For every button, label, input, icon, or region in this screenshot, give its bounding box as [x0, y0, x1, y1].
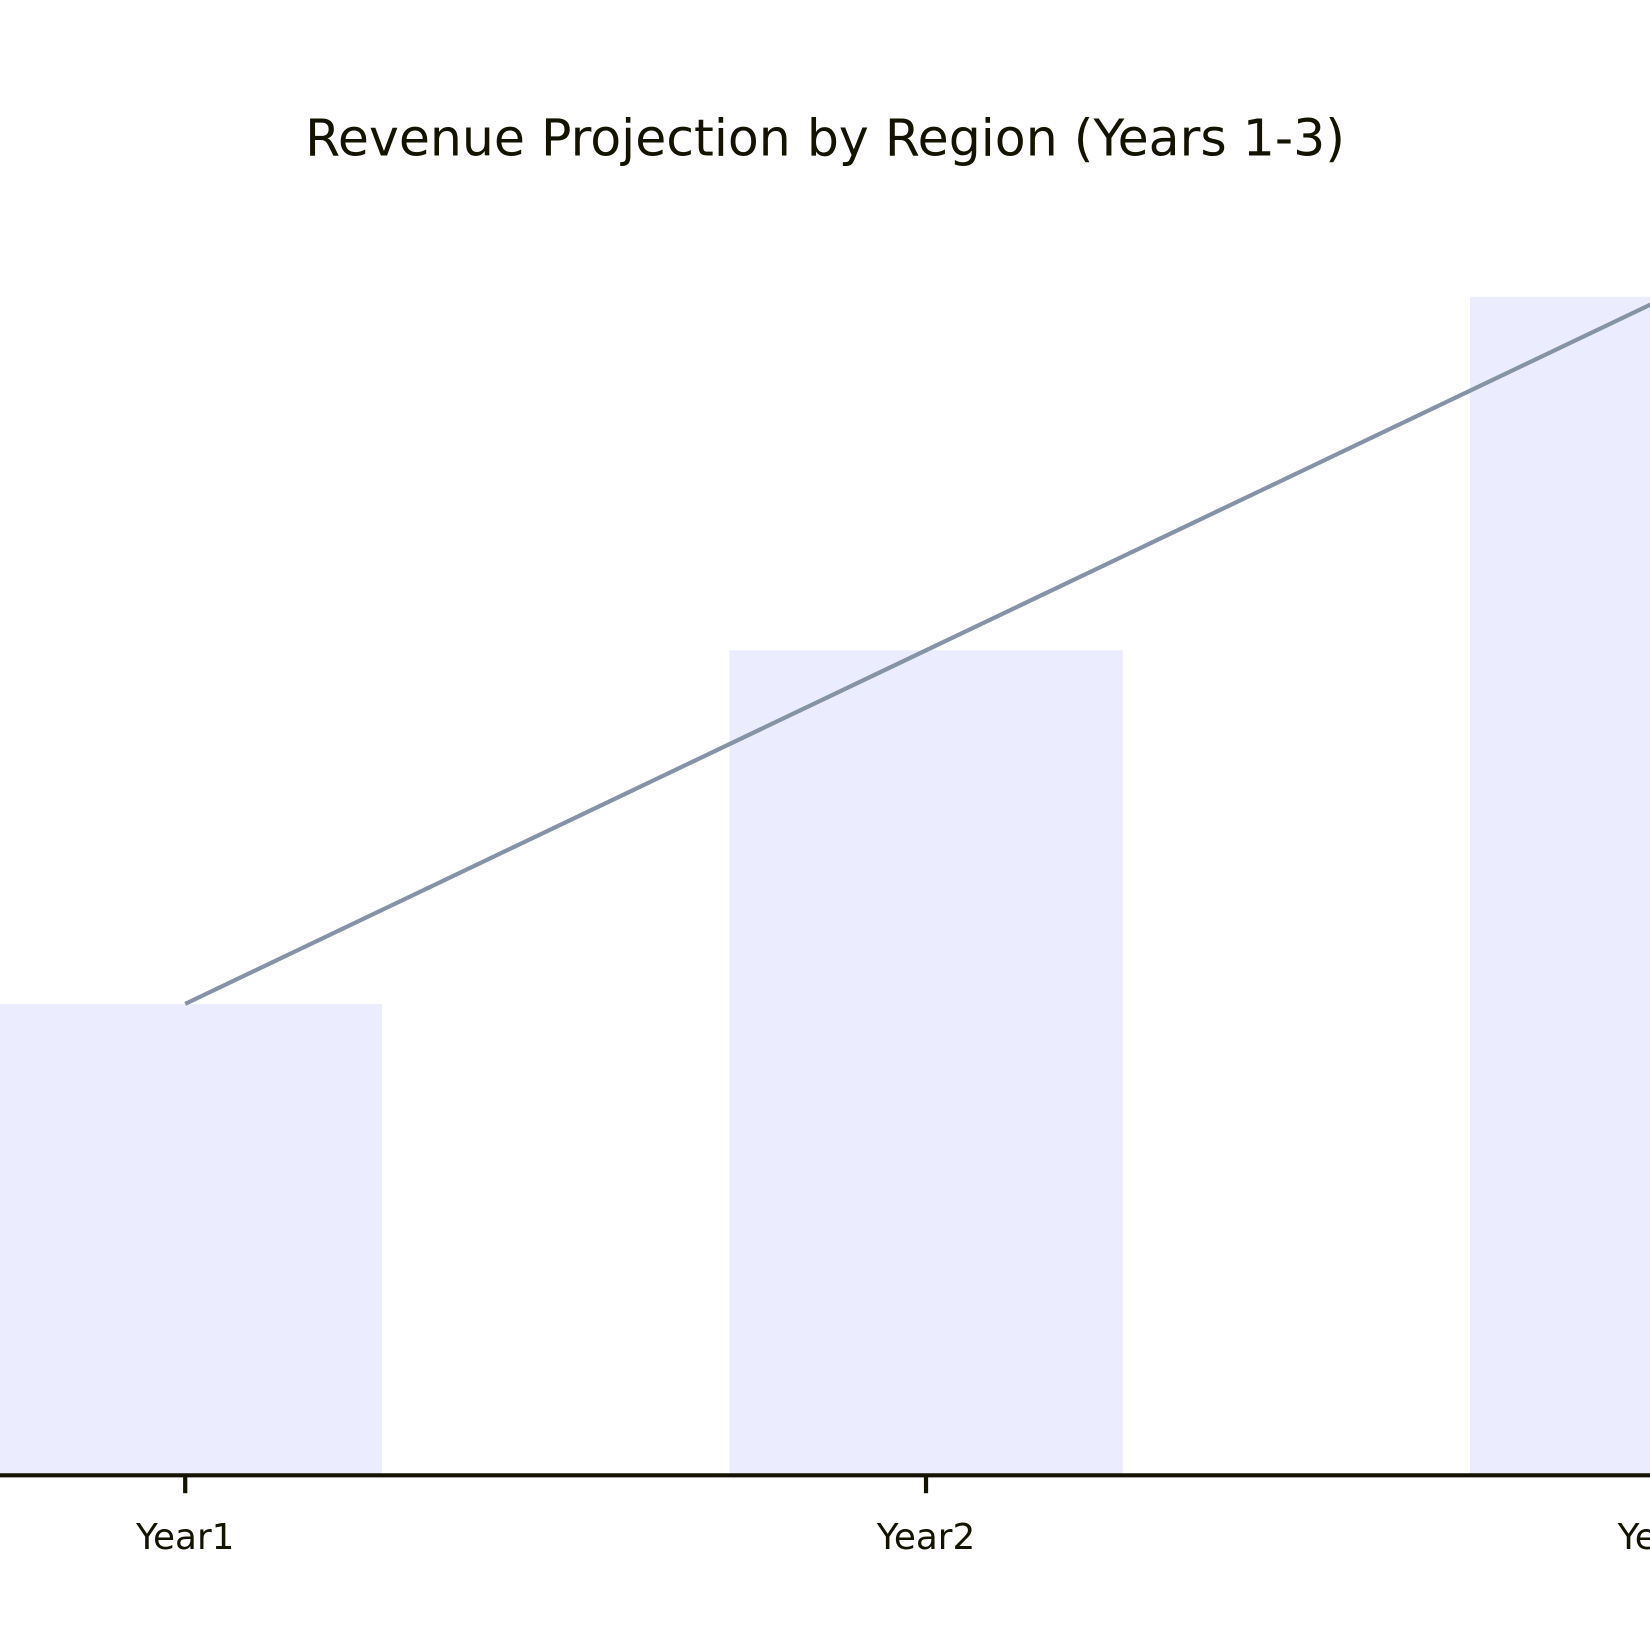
bar-year1 [0, 1003, 382, 1476]
line-series [184, 302, 1650, 1006]
x-tick-label: Year2 [876, 1517, 975, 1558]
bar-year2 [729, 650, 1123, 1476]
chart-title: Revenue Projection by Region (Years 1-3) [305, 109, 1345, 168]
x-tick-label: Year3 [1617, 1517, 1650, 1558]
bar-year3 [1470, 296, 1650, 1476]
x-tick-label: Year1 [135, 1517, 234, 1558]
